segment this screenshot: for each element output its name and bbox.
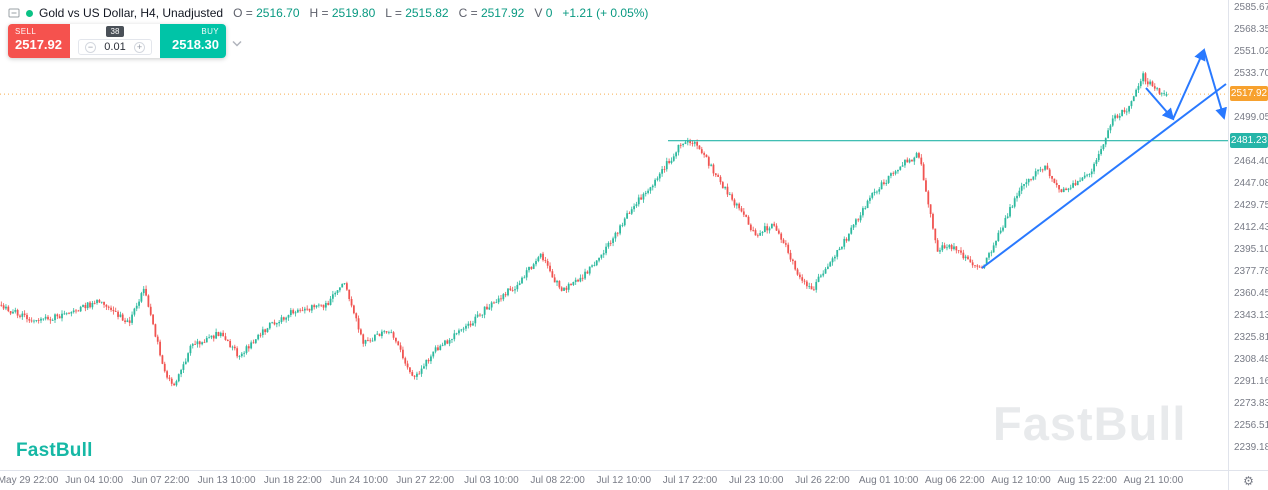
time-label: Jun 27 22:00: [396, 475, 455, 486]
price-tick: 2239.18: [1234, 442, 1268, 454]
price-tick: 2447.08: [1234, 178, 1268, 190]
time-label: Jun 18 22:00: [263, 475, 322, 486]
price-tick: 2395.10: [1234, 244, 1268, 256]
price-tick: 2412.43: [1234, 222, 1268, 234]
price-tick: 2343.13: [1234, 310, 1268, 322]
price-tick: 2291.16: [1234, 376, 1268, 388]
chart-legend: Gold vs US Dollar, H4, Unadjusted O = 25…: [8, 6, 648, 20]
panel-icon[interactable]: [8, 7, 20, 19]
price-axis[interactable]: 2585.67 2568.35 2551.02 2533.70 2499.05 2464.…: [1228, 0, 1268, 470]
open-value: 2516.70: [256, 6, 300, 20]
current-price-badge: 2517.92: [1230, 86, 1268, 102]
time-axis[interactable]: May 29 22:00 Jun 04 10:00 Jun 07 22:00 Jun …: [0, 470, 1228, 490]
quantity-increase-button[interactable]: +: [134, 41, 145, 53]
price-tick: 2585.67: [1234, 2, 1268, 14]
close-label: C =: [458, 6, 478, 20]
level-price-badge: 2481.23: [1230, 132, 1268, 148]
time-label: May 29 22:00: [0, 475, 59, 486]
price-tick: 2360.45: [1234, 288, 1268, 300]
time-label: Jul 23 10:00: [728, 475, 784, 486]
quantity-stepper: − 0.01 +: [78, 39, 152, 55]
trade-widget: SELL 2517.92 38 − 0.01 + BUY 2518.30: [8, 24, 226, 58]
volume-label: V: [534, 6, 543, 20]
time-label: Jul 26 22:00: [795, 475, 850, 486]
open-label: O =: [233, 6, 253, 20]
high-label: H =: [309, 6, 329, 20]
price-chart[interactable]: FastBull FastBull: [0, 0, 1228, 470]
time-label: Aug 01 10:00: [858, 475, 919, 486]
low-value: 2515.82: [405, 6, 449, 20]
time-label: Aug 15 22:00: [1057, 475, 1117, 486]
high-value: 2519.80: [331, 6, 376, 20]
price-tick: 2464.40: [1234, 156, 1268, 168]
quantity-decrease-button[interactable]: −: [85, 41, 96, 53]
projection-arrow[interactable]: [1172, 48, 1206, 120]
trade-widget-middle: 38 − 0.01 +: [70, 24, 160, 58]
symbol-title[interactable]: Gold vs US Dollar, H4, Unadjusted: [39, 6, 224, 20]
fastbull-logo: FastBull: [16, 440, 93, 461]
sell-price: 2517.92: [15, 37, 62, 52]
price-tick: 2551.02: [1234, 46, 1268, 58]
price-tick: 2256.51: [1234, 420, 1268, 432]
price-tick: 2273.83: [1234, 398, 1268, 410]
price-tick: 2499.05: [1234, 112, 1268, 124]
settings-gear-icon[interactable]: ⚙: [1243, 473, 1254, 488]
time-label: Jul 03 10:00: [464, 475, 519, 486]
time-label: Aug 06 22:00: [925, 475, 985, 486]
quantity-value[interactable]: 0.01: [104, 41, 126, 53]
time-label: Jun 24 10:00: [330, 475, 388, 486]
time-label: Jun 13 10:00: [197, 475, 256, 486]
price-tick: 2377.78: [1234, 266, 1268, 278]
close-value: 2517.92: [480, 6, 525, 20]
buy-label: BUY: [201, 27, 219, 36]
price-tick: 2325.81: [1234, 332, 1268, 344]
buy-button[interactable]: BUY 2518.30: [160, 24, 226, 58]
spread-badge: 38: [105, 26, 125, 37]
axis-corner: ⚙: [1228, 470, 1268, 490]
candlestick-chart[interactable]: [0, 0, 1228, 470]
time-label: Jul 17 22:00: [662, 475, 718, 486]
volume-value: 0: [545, 6, 553, 20]
sell-button[interactable]: SELL 2517.92: [8, 24, 70, 58]
market-status-dot: [26, 9, 33, 17]
time-label: Aug 21 10:00: [1123, 475, 1184, 486]
projection-arrow[interactable]: [1203, 49, 1227, 120]
low-label: L =: [385, 6, 402, 20]
sell-label: SELL: [15, 27, 37, 36]
change-value: +1.21 (+ 0.05%): [562, 6, 649, 20]
price-tick: 2568.35: [1234, 24, 1268, 36]
projection-arrow[interactable]: [1145, 87, 1175, 121]
time-label: Jun 04 10:00: [65, 475, 124, 486]
time-label: Jul 12 10:00: [596, 475, 652, 486]
trendline[interactable]: [981, 83, 1227, 269]
time-label: Jun 07 22:00: [131, 475, 190, 486]
price-tick: 2308.48: [1234, 354, 1268, 366]
candles: [0, 71, 1168, 387]
time-label: Aug 12 10:00: [991, 475, 1051, 486]
watermark: FastBull: [993, 397, 1187, 450]
price-tick: 2429.75: [1234, 200, 1268, 212]
buy-price: 2518.30: [172, 37, 219, 52]
price-tick: 2533.70: [1234, 68, 1268, 80]
time-label: Jul 08 22:00: [530, 475, 585, 486]
chevron-down-icon[interactable]: [232, 34, 242, 52]
